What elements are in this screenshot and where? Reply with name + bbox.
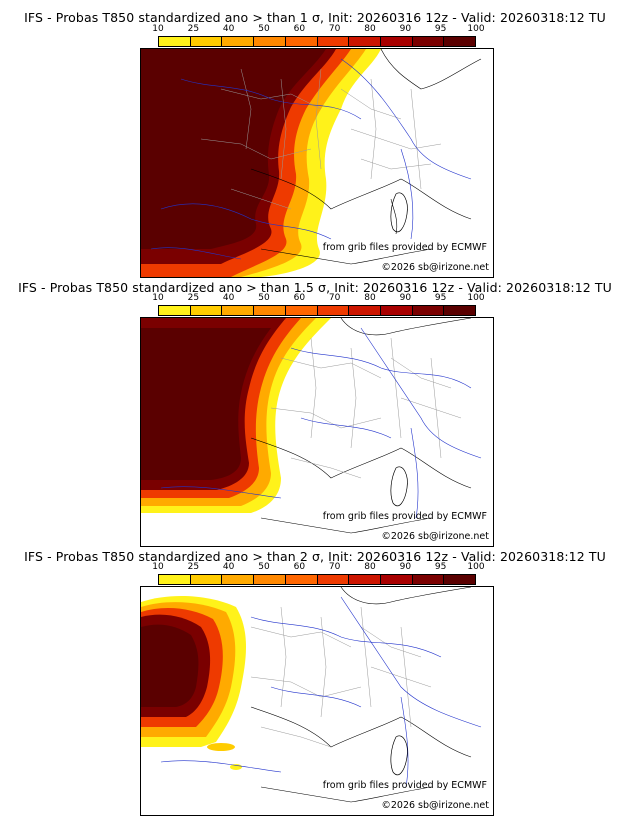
colorbar-swatch [317,306,350,315]
colorbar-swatch [285,37,318,46]
colorbar-tick-label: 80 [364,293,376,303]
colorbar-swatches [158,36,476,47]
colorbar-swatch [190,37,223,46]
probability-field [141,595,246,770]
colorbar-swatch [444,37,476,46]
colorbar-labels: 10 25 40 50 60 70 80 90 95 100 [152,24,484,35]
colorbar-swatch [412,575,445,584]
panel-3-credit-copy: ©2026 sb@irizone.net [381,800,489,811]
colorbar-swatch [444,306,476,315]
colorbar-swatch [412,306,445,315]
colorbar-tick-label: 70 [328,562,341,572]
colorbar-swatch [317,37,350,46]
colorbar-tick-label: 60 [293,24,306,34]
colorbar-tick-label: 90 [399,562,412,572]
panel-1-credit-source: from grib files provided by ECMWF [322,242,487,253]
panel-1-colorbar: 10 25 40 50 60 70 80 90 95 100 [152,24,485,47]
probability-field [141,318,331,513]
colorbar-swatch [222,575,255,584]
colorbar-tick-label: 90 [399,24,412,34]
admin-borders [270,337,462,479]
admin-borders [250,606,432,748]
colorbar-swatch [222,306,255,315]
colorbar-swatches [158,574,476,585]
panel-2-map: from grib files provided by ECMWF ©2026 … [140,317,494,547]
colorbar-swatch [222,37,255,46]
colorbar-tick-label: 40 [222,293,235,303]
panel-3-map: from grib files provided by ECMWF ©2026 … [140,586,494,816]
colorbar-tick-label: 80 [364,24,376,34]
colorbar-swatch [190,306,223,315]
corsica-island [390,192,408,233]
panel-2-title: IFS - Probas T850 standardized ano > tha… [18,280,612,295]
colorbar-tick-label: 60 [293,562,306,572]
colorbar-swatch [254,575,286,584]
colorbar-tick-label: 95 [434,562,447,572]
colorbar-tick-label: 10 [152,562,164,572]
colorbar-tick-label: 50 [258,293,270,303]
colorbar-swatch [349,37,381,46]
colorbar-swatch [380,37,413,46]
colorbar-tick-label: 60 [293,293,306,303]
colorbar-swatch [349,575,381,584]
colorbar-tick-label: 10 [152,24,164,34]
colorbar-swatch [380,575,413,584]
colorbar-swatch [444,575,476,584]
colorbar-tick-label: 25 [187,24,200,34]
colorbar-swatch [159,37,191,46]
rivers [160,596,482,788]
colorbar-swatch [380,306,413,315]
colorbar-labels: 10 25 40 50 60 70 80 90 95 100 [152,293,484,304]
panel-1-map: from grib files provided by ECMWF ©2026 … [140,48,494,278]
country-borders [250,49,482,265]
panel-3-credit-source: from grib files provided by ECMWF [322,780,487,791]
colorbar-labels: 10 25 40 50 60 70 80 90 95 100 [152,562,484,573]
rivers [150,58,472,260]
colorbar-tick-label: 100 [467,24,485,34]
colorbar-tick-label: 100 [467,293,485,303]
colorbar-swatch [159,306,191,315]
colorbar-swatch [159,575,191,584]
rivers [160,327,482,519]
colorbar-swatches [158,305,476,316]
colorbar-swatch [254,306,286,315]
panel-2-colorbar: 10 25 40 50 60 70 80 90 95 100 [152,293,485,316]
corsica-island [390,466,408,507]
colorbar-tick-label: 50 [258,24,270,34]
panel-1-title: IFS - Probas T850 standardized ano > tha… [24,10,606,25]
panel-2-credit-source: from grib files provided by ECMWF [322,511,487,522]
colorbar-tick-label: 50 [258,562,270,572]
colorbar-swatch [285,575,318,584]
colorbar-swatch [412,37,445,46]
panel-3-colorbar: 10 25 40 50 60 70 80 90 95 100 [152,562,485,585]
panel-1-credit-copy: ©2026 sb@irizone.net [381,262,489,273]
colorbar-tick-label: 70 [328,293,341,303]
colorbar-tick-label: 100 [467,562,485,572]
colorbar-tick-label: 90 [399,293,412,303]
colorbar-swatch [190,575,223,584]
colorbar-tick-label: 70 [328,24,341,34]
colorbar-tick-label: 80 [364,562,376,572]
colorbar-swatch [285,306,318,315]
country-borders [250,318,472,534]
panel-3-title: IFS - Probas T850 standardized ano > tha… [24,549,606,564]
panel-2-credit-copy: ©2026 sb@irizone.net [381,531,489,542]
corsica-island [390,735,408,776]
colorbar-swatch [254,37,286,46]
colorbar-swatch [349,306,381,315]
colorbar-tick-label: 25 [187,562,200,572]
colorbar-tick-label: 10 [152,293,164,303]
colorbar-tick-label: 40 [222,24,235,34]
country-borders [250,587,472,803]
colorbar-swatch [317,575,350,584]
colorbar-tick-label: 25 [187,293,200,303]
colorbar-tick-label: 95 [434,293,447,303]
colorbar-tick-label: 95 [434,24,447,34]
colorbar-tick-label: 40 [222,562,235,572]
admin-borders [200,68,442,210]
